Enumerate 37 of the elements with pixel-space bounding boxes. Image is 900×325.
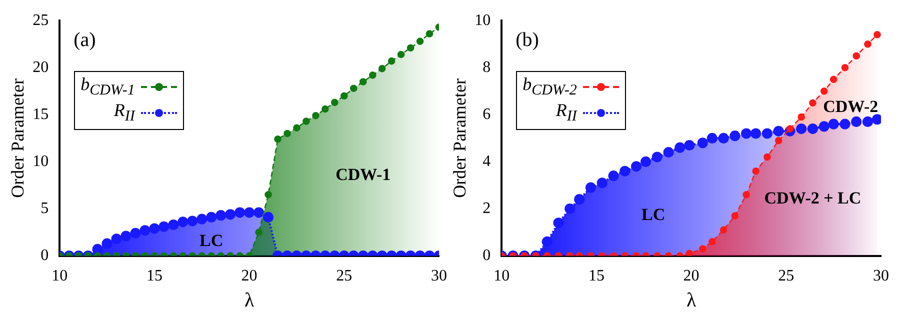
x-tick-label: 20 (241, 268, 258, 285)
annotation: CDW-1 (336, 165, 391, 184)
y-tick-label: 6 (482, 106, 491, 123)
y-tick-label: 25 (32, 12, 49, 29)
y-tick-label: 15 (32, 106, 49, 123)
legend-label: b$_{CDW-2}$ (522, 74, 577, 100)
annotation: LC (200, 231, 224, 250)
y-axis-title: Order Parameter (450, 78, 470, 198)
text: (b) (516, 28, 539, 51)
x-tick-label: 30 (431, 268, 447, 285)
x-tick-label: 10 (52, 268, 68, 285)
annotation: LC (642, 205, 666, 224)
x-tick-label: 10 (494, 268, 510, 285)
x-tick-label: 15 (588, 268, 604, 285)
annotation: CDW-2 + LC (764, 188, 862, 208)
y-tick-label: 0 (40, 247, 49, 264)
x-axis-title: λ (244, 289, 254, 312)
y-tick-label: 8 (482, 58, 491, 76)
legend-label: R$_{II}$ (556, 100, 577, 127)
x-tick-label: 30 (873, 268, 889, 285)
y-axis-title: Order Parameter (8, 78, 28, 198)
y-tick-label: 5 (40, 200, 49, 217)
legend-label: R$_{II}$ (114, 100, 135, 127)
y-tick-label: 0 (482, 247, 491, 264)
text: (a) (74, 28, 96, 51)
x-tick-label: 25 (778, 268, 794, 285)
y-tick-label: 20 (32, 58, 49, 76)
y-tick-label: 10 (474, 12, 491, 29)
annotation: CDW-2 (823, 97, 878, 116)
x-tick-label: 25 (336, 268, 352, 285)
x-tick-label: 15 (146, 268, 162, 285)
legend-label: b$_{CDW-1}$ (80, 74, 135, 100)
y-tick-label: 10 (32, 152, 49, 170)
y-tick-label: 4 (482, 152, 491, 170)
x-axis-title: λ (686, 289, 696, 312)
y-tick-label: 2 (482, 200, 491, 217)
x-tick-label: 20 (683, 268, 700, 285)
